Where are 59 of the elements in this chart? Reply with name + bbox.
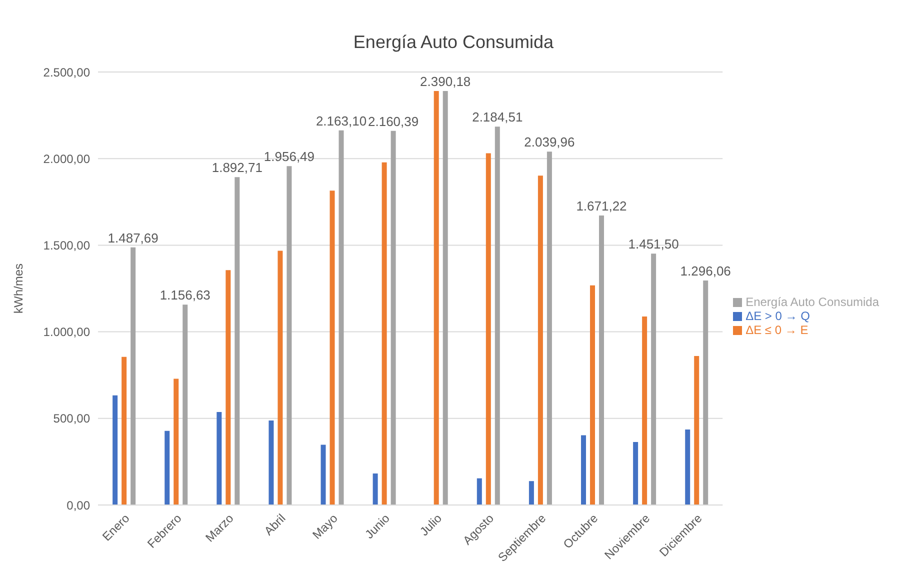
data-label: 1.487,69 bbox=[108, 230, 158, 246]
bar bbox=[174, 378, 179, 505]
data-label: 1.156,63 bbox=[160, 288, 210, 303]
bar bbox=[130, 247, 136, 505]
y-tick-label: 500,00 bbox=[53, 412, 90, 426]
data-label: 1.451,50 bbox=[628, 236, 679, 252]
y-tick-label: 0,00 bbox=[66, 498, 90, 512]
y-axis-title: kWh/mes bbox=[11, 263, 26, 314]
bar bbox=[286, 166, 292, 505]
data-label: 2.160,39 bbox=[368, 114, 419, 129]
bar bbox=[703, 280, 708, 505]
bar bbox=[476, 478, 482, 505]
bar bbox=[330, 190, 335, 505]
bar bbox=[278, 250, 283, 505]
bar bbox=[633, 442, 638, 505]
bar bbox=[538, 176, 543, 505]
data-label: 1.956,49 bbox=[264, 149, 315, 164]
y-tick-label: 2.500,00 bbox=[43, 65, 90, 80]
data-label: 2.184,51 bbox=[472, 110, 523, 125]
bar bbox=[642, 316, 648, 505]
bar bbox=[685, 429, 690, 505]
bar bbox=[338, 130, 344, 505]
y-tick-label: 2.000,00 bbox=[43, 152, 90, 166]
bar bbox=[112, 395, 118, 505]
bar bbox=[434, 91, 439, 505]
legend-label: ΔE ≤ 0 → E bbox=[746, 323, 808, 337]
data-label: 1.296,06 bbox=[680, 264, 731, 279]
bar bbox=[216, 412, 222, 505]
bar bbox=[528, 481, 534, 505]
data-label: 1.892,71 bbox=[212, 160, 262, 176]
bar bbox=[268, 420, 274, 505]
bar bbox=[486, 153, 491, 505]
bar bbox=[581, 435, 586, 505]
chart-title: Energía Auto Consumida bbox=[352, 31, 555, 54]
bar bbox=[494, 126, 500, 505]
bar bbox=[442, 91, 448, 505]
bar bbox=[382, 162, 387, 505]
data-label: 2.163,10 bbox=[316, 113, 367, 128]
y-tick-label: 1.000,00 bbox=[43, 325, 90, 340]
bar bbox=[226, 270, 231, 505]
bar bbox=[182, 304, 188, 505]
legend-label: ΔE > 0 → Q bbox=[746, 309, 810, 323]
legend-label: Energía Auto Consumida bbox=[746, 295, 879, 309]
bar bbox=[694, 356, 700, 505]
bar bbox=[599, 216, 604, 505]
y-tick-label: 1.500,00 bbox=[43, 238, 90, 252]
bar bbox=[651, 254, 656, 505]
bar bbox=[122, 356, 127, 505]
x-tick-label: Julio bbox=[417, 511, 445, 539]
bar bbox=[320, 444, 326, 505]
data-label: 2.390,18 bbox=[420, 74, 471, 90]
bar bbox=[390, 130, 396, 505]
bar bbox=[234, 177, 240, 505]
bar bbox=[164, 430, 170, 505]
bar bbox=[546, 152, 552, 505]
bar bbox=[372, 473, 378, 505]
data-label: 1.671,22 bbox=[576, 198, 627, 214]
data-label: 2.039,96 bbox=[524, 134, 575, 150]
bar bbox=[590, 285, 596, 505]
